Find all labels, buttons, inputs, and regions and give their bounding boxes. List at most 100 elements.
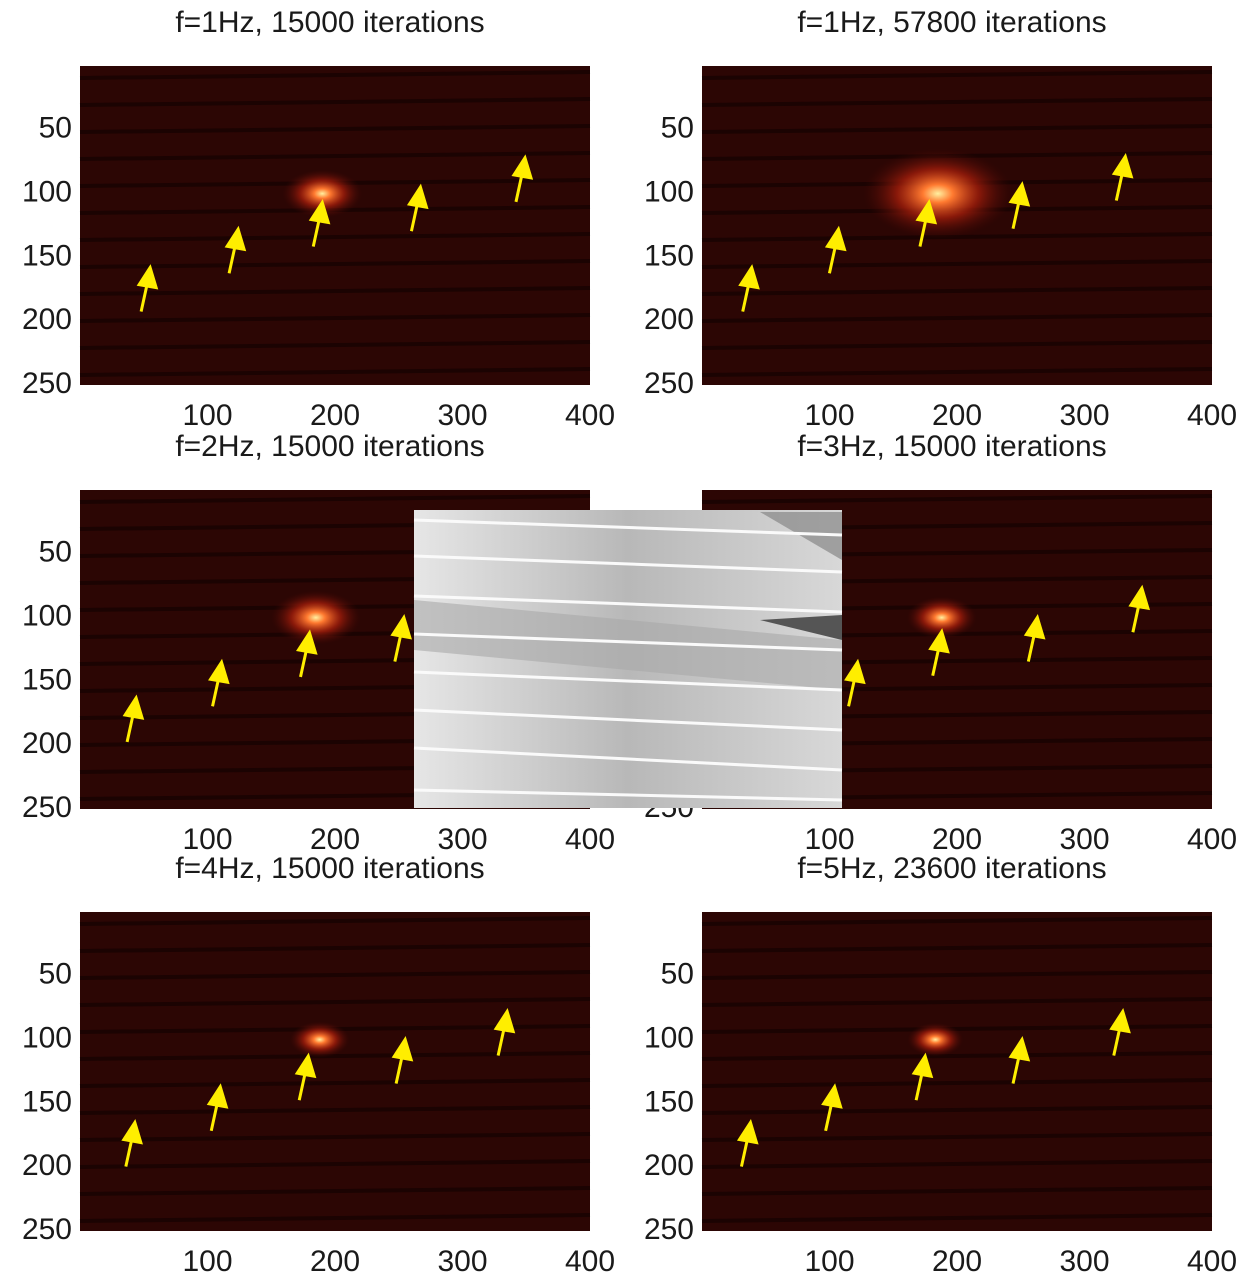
- arrow: [1008, 181, 1031, 229]
- panel-title: f=5Hz, 23600 iterations: [797, 852, 1106, 885]
- image-stripe: [79, 1051, 591, 1061]
- image-stripe: [701, 70, 1213, 80]
- x-tick-label: 100: [804, 823, 854, 856]
- y-tick-label: 150: [644, 239, 694, 272]
- x-tick-label: 100: [182, 399, 232, 432]
- image-stripe: [701, 286, 1213, 296]
- arrow: [122, 694, 145, 743]
- x-tick-label: 100: [804, 1245, 854, 1276]
- arrow: [738, 264, 760, 312]
- image-stripe: [701, 97, 1213, 107]
- y-tick-label: 50: [661, 112, 694, 145]
- arrow: [1111, 153, 1134, 201]
- image-stripe: [79, 494, 591, 504]
- y-tick-label: 50: [39, 112, 72, 145]
- image-stripe: [701, 970, 1213, 980]
- arrow: [206, 1083, 229, 1132]
- hotspot: [289, 1021, 350, 1058]
- image-stripe: [701, 1186, 1213, 1196]
- arrow: [391, 1036, 414, 1084]
- y-tick-label: 250: [22, 791, 72, 824]
- image-stripe: [701, 997, 1213, 1007]
- x-tick-label: 400: [565, 399, 615, 432]
- y-tick-label: 50: [39, 958, 72, 991]
- x-tick-label: 400: [565, 1245, 615, 1276]
- panel: f=5Hz, 23600 iterations 50 100 150 200 250 100…: [644, 852, 1237, 1276]
- y-tick-label: 100: [644, 176, 694, 209]
- x-tick-label: 400: [1187, 399, 1237, 432]
- x-tick-label: 100: [804, 399, 854, 432]
- y-tick-label: 250: [644, 367, 694, 400]
- y-tick-label: 200: [22, 303, 72, 336]
- image-background: [702, 912, 1212, 1231]
- image-stripe: [79, 1132, 591, 1142]
- image-stripe: [701, 313, 1213, 323]
- y-tick-label: 150: [22, 239, 72, 272]
- image-stripe: [701, 340, 1213, 350]
- hotspot: [862, 148, 1013, 239]
- y-tick-label: 200: [22, 727, 72, 760]
- image-stripe: [701, 943, 1213, 953]
- image-stripe: [79, 70, 591, 80]
- arrow: [121, 1118, 143, 1167]
- x-tick-label: 100: [182, 1245, 232, 1276]
- image-stripe: [79, 1159, 591, 1169]
- arrow: [1008, 1036, 1031, 1084]
- x-tick-label: 400: [565, 823, 615, 856]
- image-stripe: [79, 232, 591, 242]
- image-stripe: [701, 916, 1213, 926]
- arrow: [390, 614, 412, 662]
- y-tick-label: 50: [39, 536, 72, 569]
- x-tick-label: 300: [1059, 1245, 1109, 1276]
- arrow: [736, 1118, 759, 1167]
- y-tick-label: 100: [22, 600, 72, 633]
- panel-title: f=1Hz, 15000 iterations: [175, 6, 484, 39]
- image-stripe: [79, 1186, 591, 1196]
- image-stripe: [701, 124, 1213, 134]
- inset-image: [413, 510, 843, 808]
- panel-title: f=4Hz, 15000 iterations: [175, 852, 484, 885]
- panel: f=1Hz, 57800 iterations 50 100 150 200 250 100…: [644, 6, 1237, 432]
- arrow: [915, 198, 938, 247]
- x-tick-label: 300: [437, 1245, 487, 1276]
- arrow: [928, 628, 950, 676]
- hotspot: [270, 590, 361, 645]
- x-tick-label: 200: [932, 399, 982, 432]
- x-tick-label: 200: [310, 399, 360, 432]
- y-tick-label: 250: [22, 367, 72, 400]
- y-tick-label: 150: [644, 1085, 694, 1118]
- image-stripe: [79, 286, 591, 296]
- hotspot: [282, 169, 363, 218]
- image-background: [80, 66, 590, 385]
- y-tick-label: 200: [644, 1149, 694, 1182]
- arrow: [308, 198, 331, 247]
- y-tick-label: 50: [661, 958, 694, 991]
- image-stripe: [79, 943, 591, 953]
- x-tick-label: 200: [932, 823, 982, 856]
- image-stripe: [79, 151, 591, 161]
- y-tick-label: 200: [644, 303, 694, 336]
- arrow: [294, 1052, 317, 1101]
- x-tick-label: 100: [182, 823, 232, 856]
- x-tick-label: 300: [437, 399, 487, 432]
- arrow: [136, 264, 159, 312]
- panel: f=4Hz, 15000 iterations 50 100 150 200 250 100…: [22, 852, 615, 1276]
- image-stripe: [79, 1105, 591, 1115]
- arrow: [844, 658, 866, 707]
- image-stripe: [79, 970, 591, 980]
- x-tick-label: 300: [1059, 399, 1109, 432]
- x-tick-label: 200: [310, 823, 360, 856]
- image-stripe: [79, 1213, 591, 1223]
- arrow: [1023, 614, 1046, 662]
- image-stripe: [701, 1159, 1213, 1169]
- image-stripe: [701, 367, 1213, 377]
- y-tick-label: 100: [22, 1022, 72, 1055]
- x-tick-label: 300: [1059, 823, 1109, 856]
- panel: f=1Hz, 15000 iterations 50 100 150 200 250 100…: [22, 6, 615, 432]
- arrow: [824, 225, 847, 274]
- arrow: [1128, 584, 1151, 633]
- x-tick-label: 400: [1187, 823, 1237, 856]
- y-tick-label: 150: [22, 663, 72, 696]
- panel-title: f=1Hz, 57800 iterations: [797, 6, 1106, 39]
